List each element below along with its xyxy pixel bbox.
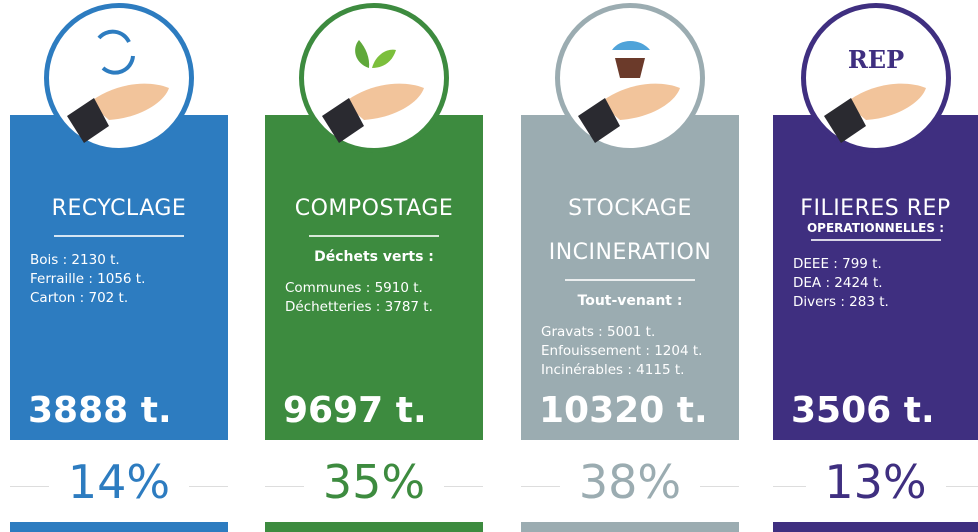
- card-heading: Tout-venant :: [521, 293, 739, 309]
- item: DEA : 2424 t.: [793, 274, 978, 293]
- card-total: 9697 t.: [283, 390, 427, 431]
- infographic: RECYCLAGE Bois : 2130 t.Ferraille : 1056 …: [0, 0, 978, 532]
- divider: [565, 279, 695, 281]
- item: Divers : 283 t.: [793, 293, 978, 312]
- bottom-strip: [265, 522, 483, 532]
- card-percent: 38%: [560, 455, 700, 509]
- category-icon: [299, 3, 449, 153]
- category-icon: [555, 3, 705, 153]
- bottom-strip: [773, 522, 978, 532]
- card-title: COMPOSTAGE: [265, 187, 483, 231]
- item: Déchetteries : 3787 t.: [285, 298, 483, 317]
- divider: [54, 235, 184, 237]
- item: Bois : 2130 t.: [30, 251, 228, 270]
- category-icon: REP: [801, 3, 951, 153]
- item-list: Communes : 5910 t.Déchetteries : 3787 t.: [265, 279, 483, 317]
- svg-text:REP: REP: [847, 45, 903, 74]
- card-percent: 13%: [806, 455, 946, 509]
- card-percent: 35%: [304, 455, 444, 509]
- item-list: DEEE : 799 t.DEA : 2424 t.Divers : 283 t…: [773, 255, 978, 312]
- item: Ferraille : 1056 t.: [30, 270, 228, 289]
- card-percent: 14%: [49, 455, 189, 509]
- card-total: 3506 t.: [791, 390, 935, 431]
- category-icon: [44, 3, 194, 153]
- item-list: Bois : 2130 t.Ferraille : 1056 t.Carton …: [10, 251, 228, 308]
- item: Gravats : 5001 t.: [541, 323, 739, 342]
- divider: [309, 235, 439, 237]
- card-title: INCINERATION: [521, 231, 739, 275]
- category-card: COMPOSTAGE Déchets verts : Communes : 5910…: [265, 115, 483, 440]
- card-heading: Déchets verts :: [265, 249, 483, 265]
- card-title: STOCKAGE: [521, 187, 739, 231]
- card-title: RECYCLAGE: [10, 187, 228, 231]
- item-list: Gravats : 5001 t.Enfouissement : 1204 t.…: [521, 323, 739, 380]
- item: Carton : 702 t.: [30, 289, 228, 308]
- item: Communes : 5910 t.: [285, 279, 483, 298]
- card-total: 10320 t.: [539, 390, 708, 431]
- divider: [811, 239, 941, 241]
- item: DEEE : 799 t.: [793, 255, 978, 274]
- bottom-strip: [521, 522, 739, 532]
- item: Incinérables : 4115 t.: [541, 361, 739, 380]
- bottom-strip: [10, 522, 228, 532]
- category-card: RECYCLAGE Bois : 2130 t.Ferraille : 1056 …: [10, 115, 228, 440]
- card-total: 3888 t.: [28, 390, 172, 431]
- item: Enfouissement : 1204 t.: [541, 342, 739, 361]
